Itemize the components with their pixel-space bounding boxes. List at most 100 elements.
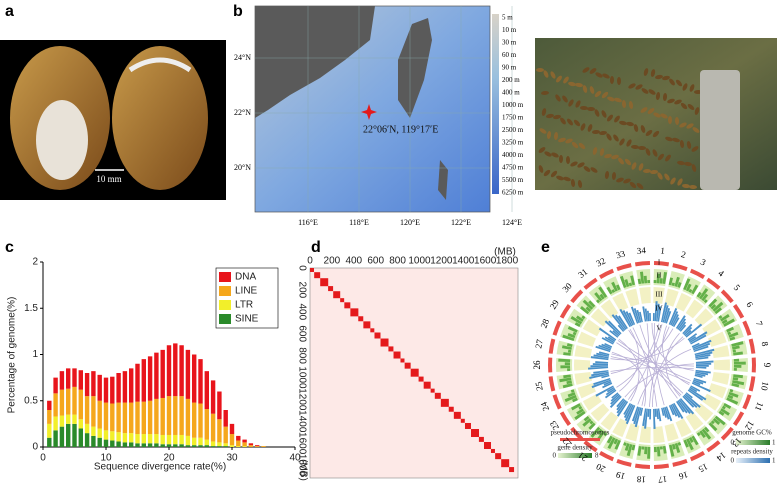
bar-segment xyxy=(236,446,241,447)
chromosome-label: 3 xyxy=(699,257,708,268)
mussel xyxy=(640,125,646,133)
bar-segment xyxy=(141,359,147,402)
gene-density xyxy=(708,422,718,432)
repeat-density xyxy=(593,370,609,374)
repeat-density xyxy=(656,303,660,322)
mussel xyxy=(570,161,578,167)
bar-segment xyxy=(191,437,197,446)
ring-label: IV xyxy=(655,305,662,313)
bar-segment xyxy=(72,414,77,424)
repeat-density xyxy=(690,334,707,345)
bar-segment xyxy=(242,439,247,443)
bar-segment xyxy=(229,434,235,446)
gene-density xyxy=(613,438,619,445)
contact-block xyxy=(448,406,454,412)
gene-density xyxy=(696,291,702,298)
mussel xyxy=(611,154,619,160)
gene-density xyxy=(574,322,581,327)
repeat-density xyxy=(598,327,617,341)
panel-label: c xyxy=(5,239,14,256)
bar-segment xyxy=(122,433,128,443)
bar-segment xyxy=(103,377,109,403)
gene-density xyxy=(720,313,730,322)
ring-bg xyxy=(639,287,651,304)
ring-bg xyxy=(713,359,730,371)
ring-bg xyxy=(588,284,609,305)
mussel xyxy=(580,123,586,131)
mussel xyxy=(619,138,625,146)
gene-density xyxy=(566,343,573,348)
chromosome-band xyxy=(706,440,721,453)
chromosome-band xyxy=(748,338,756,354)
repeat-density xyxy=(691,382,711,393)
repeat-density xyxy=(693,379,704,385)
bar-segment xyxy=(122,371,128,403)
gene-density xyxy=(726,326,734,333)
bar-segment xyxy=(223,410,228,427)
synteny-link xyxy=(610,337,685,361)
contact-block xyxy=(509,467,515,473)
repeat-density xyxy=(647,408,650,417)
mussel xyxy=(599,148,605,156)
legend-label: DNA xyxy=(235,272,256,283)
repeat-density xyxy=(683,394,698,408)
gene-density xyxy=(662,271,668,285)
lat-label: 20°N xyxy=(234,163,251,172)
repeat-density xyxy=(671,403,681,418)
bar-segment xyxy=(160,349,165,398)
mussel xyxy=(602,73,610,79)
gene-density xyxy=(731,382,740,388)
contact-block xyxy=(333,291,341,299)
mussel xyxy=(665,154,671,162)
synteny-link xyxy=(662,325,690,385)
repeat-density xyxy=(694,351,713,357)
depth-label: 60 m xyxy=(502,51,517,59)
chromosome-label: 32 xyxy=(595,256,608,269)
bar-segment xyxy=(229,445,235,447)
x-tick-label: 400 xyxy=(345,256,362,267)
legend-label: gene density xyxy=(557,444,593,452)
repeat-density xyxy=(595,385,614,397)
repeat-density xyxy=(683,326,693,336)
gene-density xyxy=(619,275,627,288)
bar-segment xyxy=(116,432,121,442)
repeat-density xyxy=(625,311,634,326)
gene-density xyxy=(567,349,572,353)
gene-density xyxy=(624,443,630,451)
bar-segment xyxy=(154,398,159,435)
repeat-density xyxy=(591,371,609,377)
repeat-density xyxy=(695,369,711,374)
mussel xyxy=(592,147,598,155)
bar-segment xyxy=(254,446,260,447)
gene-density xyxy=(701,428,712,440)
gene-density xyxy=(637,278,642,285)
x-tick-label: 1600 xyxy=(474,256,497,267)
gene-density xyxy=(710,420,715,425)
x-tick-label: 20 xyxy=(163,453,175,464)
ring-bg xyxy=(707,414,728,435)
mussel xyxy=(546,113,554,119)
ring-bg xyxy=(708,331,727,347)
unit-label: (MB) xyxy=(494,247,516,258)
mussel xyxy=(592,129,600,135)
repeat-density xyxy=(633,406,640,425)
repeat-density xyxy=(622,309,633,327)
chromosome-label: 2 xyxy=(680,249,687,260)
bar-segment xyxy=(210,446,216,447)
mussel xyxy=(601,91,609,99)
ring-bg xyxy=(702,393,722,411)
gene-density xyxy=(721,405,726,410)
bar-segment xyxy=(135,443,140,447)
mussel xyxy=(590,167,598,173)
gene-density xyxy=(662,445,667,454)
gene-density xyxy=(578,405,583,410)
repeat-density xyxy=(603,381,612,386)
gene-density xyxy=(623,442,627,446)
gene-density xyxy=(727,394,734,400)
repeat-density xyxy=(610,393,620,402)
chromosome-label: 20 xyxy=(594,461,607,474)
chromosome-band xyxy=(732,303,745,319)
mussel xyxy=(638,163,644,171)
repeat-density xyxy=(596,352,610,357)
legend-label: genome GC% xyxy=(732,429,772,437)
